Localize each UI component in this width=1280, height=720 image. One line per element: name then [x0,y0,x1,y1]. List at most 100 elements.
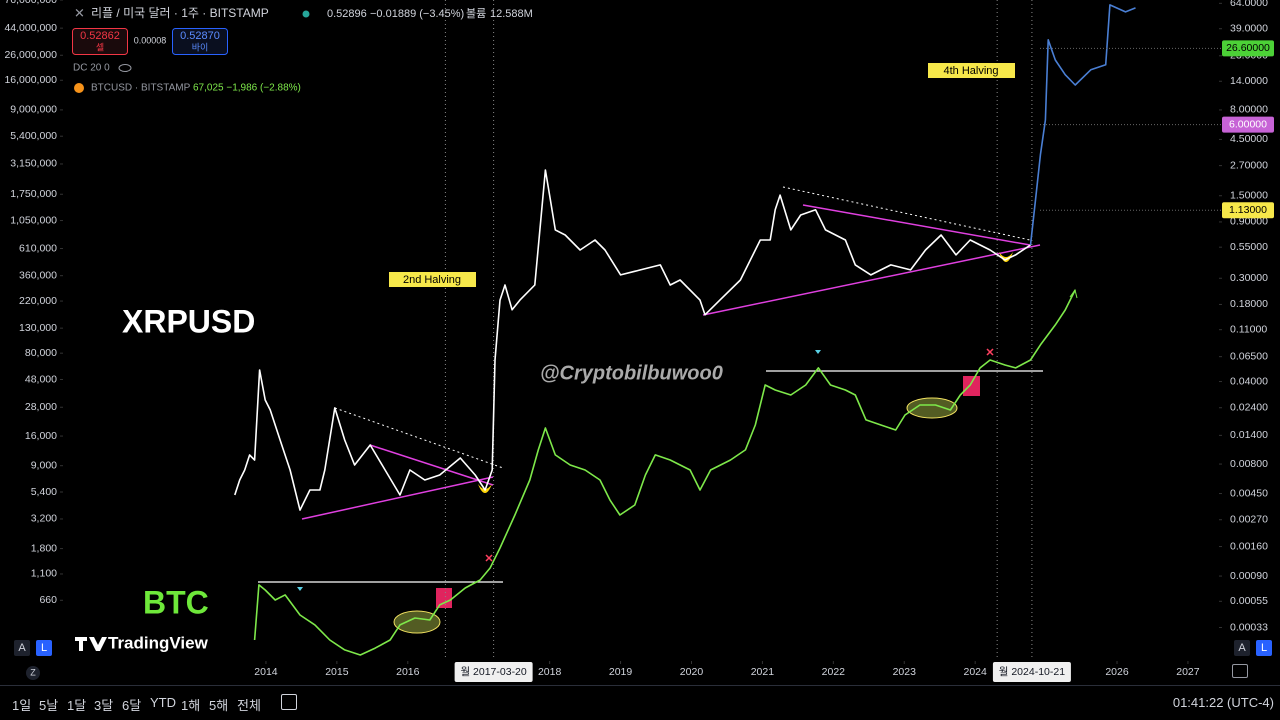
x-tick-label: 2026 [1105,666,1129,678]
y2-tick-label: 0.00033 [1230,621,1268,633]
y-tick-label: 80,000 [25,347,57,359]
y2-tick-label: 0.04000 [1230,375,1268,387]
range-button[interactable]: 5해 [209,698,229,713]
range-button[interactable]: YTD [150,695,176,710]
price-label: 26.60000 [1226,42,1270,54]
y2-tick-label: 14.0000 [1230,75,1268,87]
y2-tick-label: 1.50000 [1230,190,1268,202]
range-button[interactable]: 전체 [237,698,261,713]
y-tick-label: 9,000 [31,459,57,471]
sell-label: 셀 [96,42,104,52]
volume: 12.588M [490,8,533,20]
price-label-box [1222,202,1274,219]
moon-marker [478,484,492,493]
price-label: 1.13000 [1229,204,1267,216]
y2-tick-label: 0.55000 [1230,241,1268,253]
change: −0.01889 (−3.45%) [370,8,464,20]
range-button[interactable]: 5날 [39,698,59,713]
y-tick-label: 5,400,000 [10,130,57,142]
y-tick-label: 610,000 [19,242,57,254]
y-tick-label: 1,800 [31,542,57,554]
sell-button[interactable] [72,28,128,55]
x-tick-label: 2014 [254,666,278,678]
price: 0.52896 [327,8,367,20]
y2-tick-label: 4.50000 [1230,133,1268,145]
trendline [702,244,1041,316]
y2-tick-label: 0.00090 [1230,570,1268,582]
zoom-button[interactable] [26,666,40,680]
watermark: @Cryptobilbuwoo0 [540,362,723,384]
y-tick-label: 16,000 [25,430,57,442]
annotation-box [389,272,476,287]
series-line [253,289,1076,656]
y-tick-label: 44,000,000 [4,22,57,34]
highlight-box [963,376,980,396]
y-tick-label: 26,000,000 [4,49,57,61]
series-line [234,169,1031,511]
y2-tick-label: 0.00160 [1230,540,1268,552]
logo: TradingView [108,633,209,652]
y-tick-label: 360,000 [19,269,57,281]
x-tick-label: 2023 [893,666,917,678]
axis-button[interactable] [1256,640,1272,656]
status-dot [302,10,310,18]
x-tick-label: 2020 [680,666,704,678]
y2-tick-label: 0.30000 [1230,272,1268,284]
plot [234,0,1136,660]
triangle-marker [297,587,303,591]
series-line [1029,4,1136,246]
y2-tick-label: 0.01400 [1230,429,1268,441]
price-label-box [1222,40,1274,57]
x-tick-label: 2022 [822,666,846,678]
range-button[interactable]: 1일 [12,698,32,713]
sell-price: 0.52862 [80,30,120,42]
y-tick-label: 1,750,000 [10,188,57,200]
buy-button[interactable] [172,28,228,55]
date-range-icon[interactable] [281,694,297,710]
close-icon[interactable]: ✕ [74,5,85,20]
overlay-quote: 67,025 −1,986 (−2.88%) [193,83,301,94]
range-button[interactable]: 6달 [122,698,142,713]
axis-button-label: L [41,642,47,654]
clock: 01:41:22 (UTC-4) [1172,695,1274,710]
x-tick-label: 2021 [751,666,775,678]
trendline [369,444,494,486]
triangle-marker [815,350,821,354]
y-tick-label: 220,000 [19,295,57,307]
date-label-box [992,662,1071,682]
x-tick-label: 2016 [396,666,420,678]
overlay-symbol: BTCUSD · BITSTAMP [91,83,191,94]
range-button[interactable]: 1해 [181,698,201,713]
y2-tick-label: 2.70000 [1230,159,1268,171]
y-tick-label: 48,000 [25,373,57,385]
zoom-label: Z [30,667,36,677]
x-marker [485,554,493,562]
axis-button[interactable] [36,640,52,656]
highlight-oval [393,610,441,634]
indicator: DC 20 0 [73,63,110,74]
axis-button[interactable] [14,640,30,656]
visibility-icon[interactable] [118,64,132,72]
volume-label: 볼륨 [466,7,486,20]
y-tick-label: 1,050,000 [10,214,57,226]
range-button[interactable]: 1달 [67,698,87,713]
range-button[interactable]: 3달 [94,698,114,713]
axis-button-label: L [1261,642,1267,654]
symbol: 리플 / 미국 달러 · 1주 · BITSTAMP [91,6,269,20]
moon-marker [999,252,1013,262]
axis-button[interactable] [1234,640,1250,656]
btc-icon [74,83,84,93]
settings-icon[interactable] [1232,664,1248,678]
highlight-oval [906,397,958,419]
background [0,0,1280,685]
y2-tick-label: 0.90000 [1230,216,1268,228]
y-tick-label: 76,000,000 [4,0,57,6]
y-tick-label: 3,150,000 [10,158,57,170]
trendline [782,186,1031,241]
x-tick-label: 2027 [1176,666,1200,678]
highlight-box [436,588,452,608]
date-label-box [454,662,533,682]
trendline [301,476,494,520]
buy-label: 바이 [192,42,209,52]
